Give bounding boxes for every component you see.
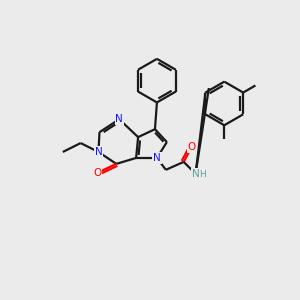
Text: O: O — [93, 168, 102, 178]
Text: N: N — [116, 114, 123, 124]
Text: N: N — [192, 169, 200, 179]
Text: H: H — [199, 170, 206, 179]
Text: N: N — [94, 147, 102, 157]
Text: N: N — [153, 153, 161, 163]
Text: O: O — [188, 142, 196, 152]
